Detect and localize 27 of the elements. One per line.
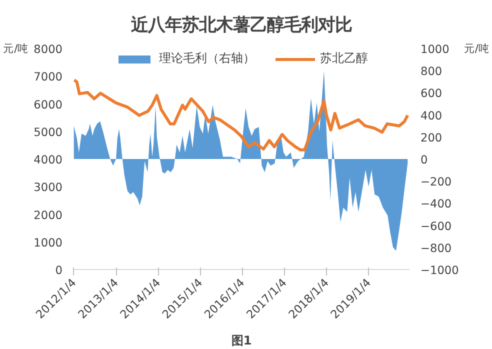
y2-tick-label: −800 <box>420 240 452 255</box>
y2-tick-label: −200 <box>420 174 452 189</box>
y2-tick-label: 1000 <box>420 42 450 56</box>
y-axis-title: 元/吨 <box>3 42 29 55</box>
line-series <box>74 78 410 152</box>
legend-label: 苏北乙醇 <box>320 50 368 67</box>
y-tick-label: 3000 <box>34 180 63 194</box>
y-tick-label: 8000 <box>34 42 63 56</box>
y-tick-label: 5000 <box>34 124 63 139</box>
y2-tick-label: −600 <box>420 218 452 233</box>
chart-title: 近八年苏北木薯乙醇毛利对比 <box>130 16 352 36</box>
y2-tick-label: 0 <box>420 152 428 166</box>
y-tick-label: 1000 <box>34 235 63 250</box>
y2-tick-label: 200 <box>420 130 442 144</box>
caption: 图1 <box>231 334 252 348</box>
y-tick-label: 0 <box>55 263 63 277</box>
legend-label: 理论毛利（右轴） <box>159 50 255 67</box>
y-tick-label: 4000 <box>34 152 63 166</box>
y-tick-label: 7000 <box>34 70 63 84</box>
y2-tick-label: 600 <box>420 86 442 100</box>
y-tick-label: 2000 <box>34 208 63 222</box>
y2-tick-label: 400 <box>420 108 442 122</box>
y2-tick-label: 800 <box>420 64 442 78</box>
y2-axis-title: 元/吨 <box>464 42 490 55</box>
y2-tick-label: −1000 <box>420 263 459 277</box>
y2-tick-label: −400 <box>420 196 452 211</box>
y-tick-label: 6000 <box>34 97 63 112</box>
